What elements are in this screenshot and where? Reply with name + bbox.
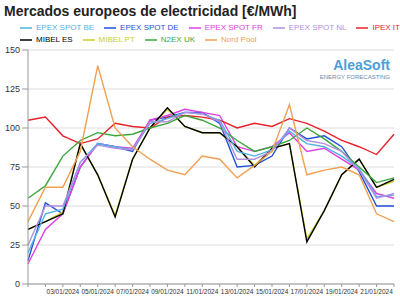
html-text:Mercados europeos de electrici: Mercados europeos de electricidad [€/MWh… [4, 3, 297, 19]
svg-text:19/01/2024: 19/01/2024 [325, 288, 358, 295]
svg-text:125: 125 [5, 84, 20, 94]
svg-text:09/01/2024: 09/01/2024 [151, 288, 184, 295]
svg-text:100: 100 [5, 123, 20, 133]
svg-text:11/01/2024: 11/01/2024 [186, 288, 218, 295]
html-text:AleaSoft: AleaSoft [333, 57, 390, 73]
html-text:EPEX SPOT FR: EPEX SPOT FR [204, 23, 263, 33]
html-text:ENERGY FORECASTING: ENERGY FORECASTING [319, 74, 390, 80]
html-text:MIBEL ES: MIBEL ES [36, 35, 73, 45]
svg-text:17/01/2024: 17/01/2024 [291, 288, 324, 295]
svg-text:50: 50 [10, 201, 20, 211]
html-text:Nord Pool: Nord Pool [221, 35, 257, 45]
svg-text:15/01/2024: 15/01/2024 [256, 288, 289, 295]
html-text:MIBEL PT: MIBEL PT [98, 35, 135, 45]
html-text:EPEX SPOT DE: EPEX SPOT DE [120, 23, 179, 33]
svg-text:05/01/2024: 05/01/2024 [81, 288, 114, 295]
svg-text:07/01/2024: 07/01/2024 [116, 288, 149, 295]
svg-text:75: 75 [10, 162, 20, 172]
svg-text:21/01/2024: 21/01/2024 [360, 288, 393, 295]
html-text:EPEX SPOT BE: EPEX SPOT BE [36, 23, 95, 33]
html-text:EPEX SPOT NL: EPEX SPOT NL [288, 23, 347, 33]
svg-text:13/01/2024: 13/01/2024 [221, 288, 254, 295]
html-text:IPEX IT: IPEX IT [372, 23, 400, 33]
svg-text:03/01/2024: 03/01/2024 [47, 288, 80, 295]
svg-text:150: 150 [5, 45, 20, 55]
html-text:N2EX UK: N2EX UK [160, 35, 195, 45]
svg-text:25: 25 [10, 240, 20, 250]
svg-text:0: 0 [15, 279, 20, 289]
